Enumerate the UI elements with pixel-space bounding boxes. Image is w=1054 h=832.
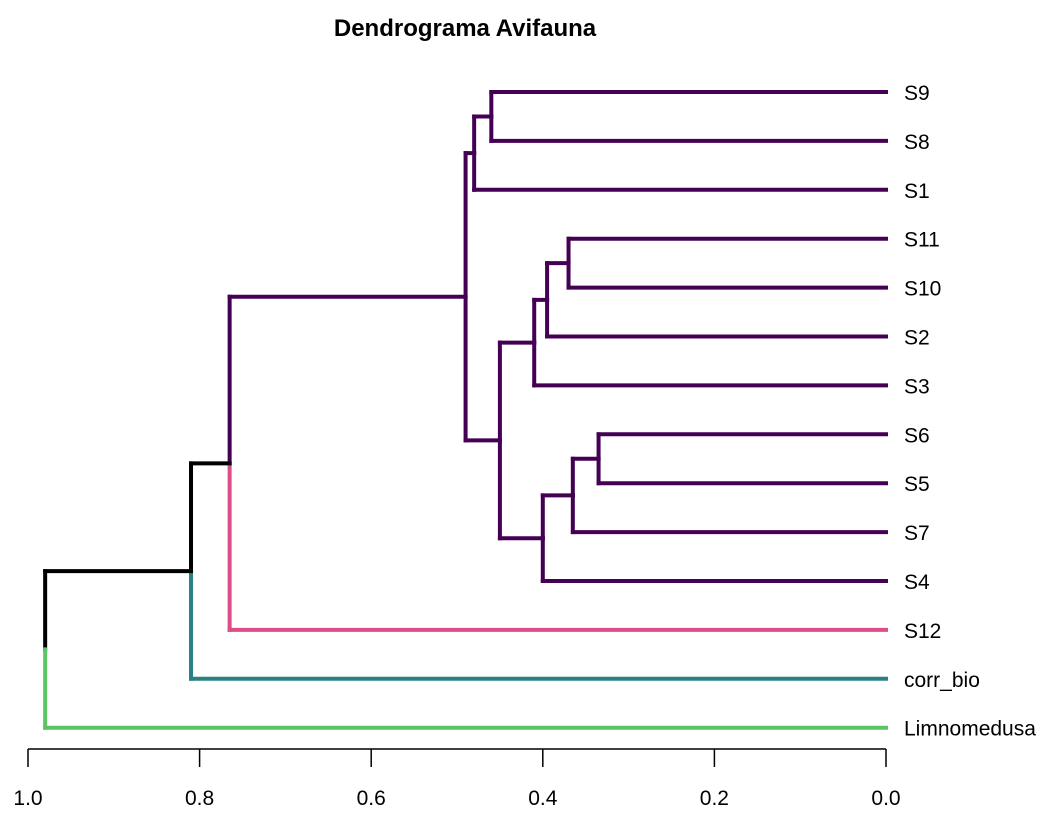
chart-title: Dendrograma Avifauna (334, 15, 597, 42)
x-tick-label: 0.2 (700, 787, 729, 810)
x-tick-label: 1.0 (13, 787, 42, 810)
leaf-label: S10 (904, 278, 941, 301)
leaf-label: S1 (904, 180, 930, 203)
leaf-label: S5 (904, 473, 930, 496)
leaf-label: S3 (904, 375, 930, 398)
leaf-label: S2 (904, 327, 930, 350)
dendrogram-branches (43, 90, 888, 730)
leaf-labels: S9 S8 S1 S11 S10 S2 S3 S6 S5 S7 S4 S12 corr_bio Limno… (904, 82, 1036, 741)
leaf-label: S9 (904, 82, 930, 105)
x-axis: 1.0 0.8 0.6 0.4 0.2 0.0 (13, 748, 901, 810)
leaf-label: S8 (904, 131, 930, 154)
x-tick-label: 0.0 (871, 787, 900, 810)
x-axis-ticks: 1.0 0.8 0.6 0.4 0.2 0.0 (13, 749, 901, 810)
leaf-label: S4 (904, 571, 930, 594)
leaf-label: corr_bio (904, 669, 980, 692)
x-tick-label: 0.8 (185, 787, 214, 810)
leaf-label: S7 (904, 522, 930, 545)
leaf-label: S11 (904, 229, 940, 252)
leaf-label: S6 (904, 424, 930, 447)
x-tick-label: 0.4 (528, 787, 558, 810)
leaf-label: Limnomedusa (904, 718, 1036, 741)
x-tick-label: 0.6 (357, 787, 386, 810)
leaf-label: S12 (904, 620, 941, 643)
